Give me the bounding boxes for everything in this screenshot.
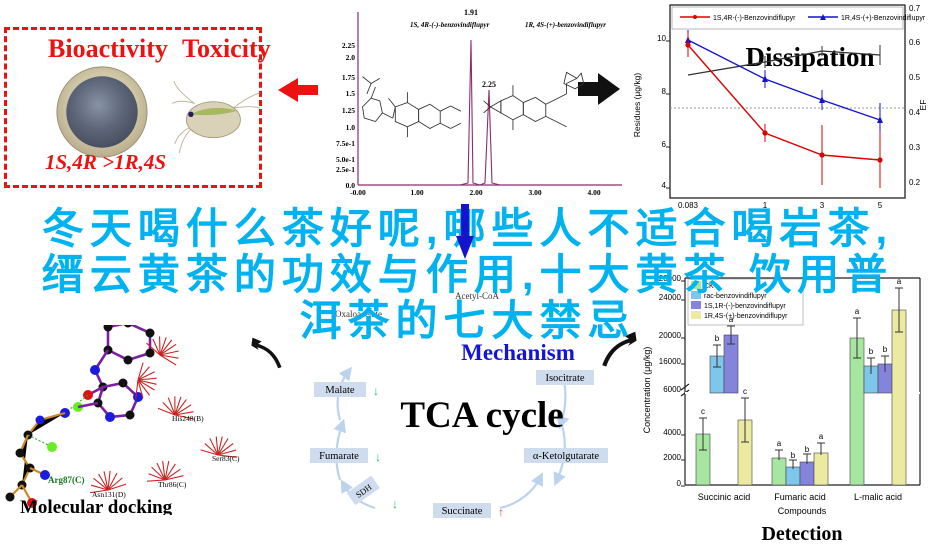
svg-text:0.6: 0.6: [909, 38, 921, 47]
svg-text:Isocitrate: Isocitrate: [545, 373, 584, 384]
svg-text:α-Ketolgutarate: α-Ketolgutarate: [533, 451, 599, 462]
svg-text:1R,4S-(+)-Benzovindiflupyr: 1R,4S-(+)-Benzovindiflupyr: [841, 15, 926, 22]
svg-text:10: 10: [657, 34, 666, 43]
svg-text:Thr86(C): Thr86(C): [158, 480, 187, 489]
svg-text:His248(B): His248(B): [172, 414, 204, 423]
svg-text:c: c: [701, 407, 705, 416]
svg-text:6000: 6000: [663, 385, 681, 394]
svg-text:↓: ↓: [375, 450, 381, 464]
svg-text:b: b: [869, 347, 874, 356]
svg-text:0.7: 0.7: [909, 4, 921, 13]
svg-text:Fumaric acid: Fumaric acid: [774, 492, 826, 502]
svg-text:↑: ↑: [498, 505, 504, 519]
svg-text:1.00: 1.00: [410, 188, 423, 197]
svg-text:8: 8: [662, 87, 667, 96]
svg-text:c: c: [743, 387, 747, 396]
svg-text:Succinic acid: Succinic acid: [698, 492, 751, 502]
svg-text:L-malic acid: L-malic acid: [854, 492, 902, 502]
svg-text:0: 0: [677, 479, 682, 488]
svg-text:0.5: 0.5: [909, 73, 921, 82]
svg-text:Concentration (μg/kg): Concentration (μg/kg): [642, 347, 652, 434]
svg-text:2.25: 2.25: [342, 41, 355, 50]
svg-text:0.2: 0.2: [909, 178, 921, 187]
svg-text:Molecular docking: Molecular docking: [20, 497, 173, 515]
svg-text:0.3: 0.3: [909, 143, 921, 152]
svg-text:↓: ↓: [373, 384, 379, 398]
svg-text:-0.00: -0.00: [350, 188, 366, 197]
svg-text:4.00: 4.00: [587, 188, 600, 197]
svg-text:1S,4R-(-)-Benzovindiflupyr: 1S,4R-(-)-Benzovindiflupyr: [713, 15, 796, 22]
svg-text:Ser83(C): Ser83(C): [212, 454, 240, 463]
svg-text:2.0: 2.0: [346, 53, 356, 62]
svg-text:a: a: [819, 432, 824, 441]
svg-text:3.00: 3.00: [528, 188, 541, 197]
svg-text:a: a: [777, 439, 782, 448]
svg-text:Detection: Detection: [761, 523, 842, 545]
svg-text:2000: 2000: [663, 453, 681, 462]
svg-text:6: 6: [662, 140, 667, 149]
svg-text:1.91: 1.91: [464, 8, 478, 17]
svg-text:b: b: [805, 445, 810, 454]
svg-text:2.00: 2.00: [469, 188, 482, 197]
svg-text:Residues (μg/kg): Residues (μg/kg): [632, 73, 642, 138]
svg-text:Arg87(C): Arg87(C): [48, 475, 85, 485]
svg-text:Succinate: Succinate: [442, 506, 483, 517]
svg-text:Malate: Malate: [325, 385, 354, 396]
svg-text:b: b: [883, 345, 888, 354]
svg-text:16000: 16000: [659, 357, 682, 366]
svg-text:TCA cycle: TCA cycle: [400, 395, 563, 436]
svg-text:Fumarate: Fumarate: [319, 451, 359, 462]
svg-text:1R, 4S-(+)-benzovindiflupyr: 1R, 4S-(+)-benzovindiflupyr: [525, 21, 606, 29]
svg-text:b: b: [791, 451, 796, 460]
svg-text:2.5e-1: 2.5e-1: [336, 165, 355, 174]
svg-text:4: 4: [662, 181, 667, 190]
svg-text:Compounds: Compounds: [778, 506, 827, 516]
svg-text:1S, 4R-(-)-benzovindiflupyr: 1S, 4R-(-)-benzovindiflupyr: [410, 21, 490, 29]
svg-text:EF: EF: [918, 100, 928, 111]
svg-text:4000: 4000: [663, 428, 681, 437]
svg-text:↓: ↓: [392, 497, 398, 511]
